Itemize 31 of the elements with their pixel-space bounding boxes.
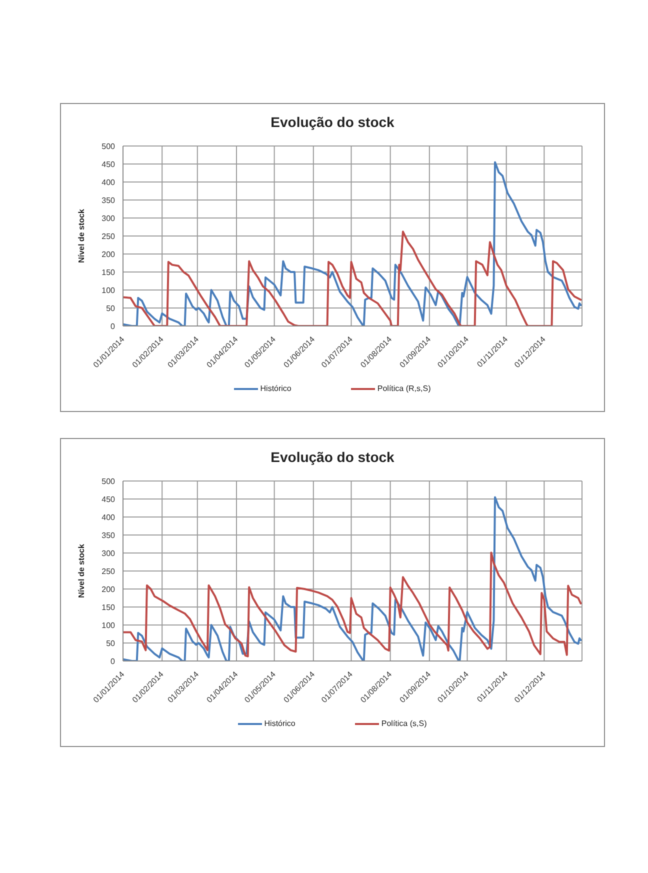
- y-tick-label: 100: [102, 286, 116, 295]
- y-tick-label: 400: [102, 512, 116, 522]
- legend-label: Histórico: [263, 719, 296, 728]
- chart-title: Evolução do stock: [270, 114, 396, 132]
- y-tick-label: 250: [102, 232, 116, 241]
- y-axis-title: Nível de stock: [76, 544, 86, 598]
- legend-label: Política (R,s,S): [376, 384, 431, 393]
- y-tick-label: 0: [110, 322, 116, 331]
- y-tick-label: 150: [102, 602, 116, 612]
- y-tick-label: 50: [106, 304, 116, 313]
- y-tick-label: 250: [102, 566, 116, 576]
- y-tick-label: 0: [110, 656, 116, 666]
- y-tick-label: 150: [102, 268, 116, 277]
- y-tick-label: 100: [102, 620, 116, 630]
- chart-title: Evolução do stock: [270, 449, 396, 467]
- legend-label: Política (s,S): [380, 719, 427, 728]
- y-tick-label: 450: [102, 160, 116, 169]
- y-tick-label: 400: [102, 178, 116, 187]
- y-tick-label: 500: [102, 142, 116, 151]
- y-tick-label: 300: [102, 548, 116, 558]
- y-tick-label: 350: [102, 530, 116, 540]
- y-tick-label: 350: [102, 196, 116, 205]
- y-tick-label: 450: [102, 494, 116, 504]
- legend-label: Histórico: [259, 384, 292, 393]
- y-axis-title: Nível de stock: [76, 208, 86, 263]
- line-series: [123, 552, 582, 658]
- y-tick-label: 200: [102, 584, 116, 594]
- y-tick-label: 500: [102, 476, 116, 486]
- y-tick-label: 200: [102, 250, 116, 259]
- y-tick-label: 300: [102, 214, 116, 223]
- y-tick-label: 50: [106, 638, 116, 648]
